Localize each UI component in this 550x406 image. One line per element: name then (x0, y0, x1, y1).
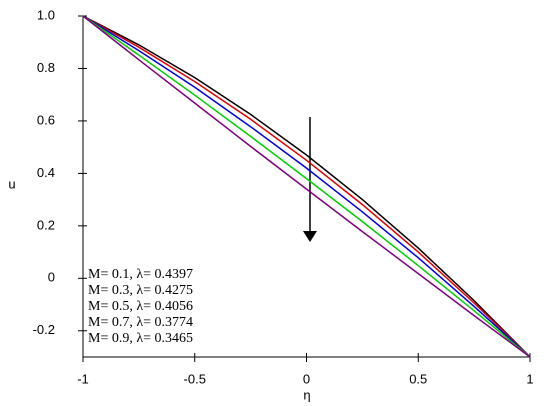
y-axis-label: u (8, 176, 15, 191)
arrow-head (303, 231, 317, 242)
legend-label: M= 0.5, λ= 0.4056 (88, 299, 193, 314)
y-tick-label: 0.4 (37, 165, 55, 180)
y-tick-label: 0.8 (37, 60, 55, 75)
x-tick-label: 0 (303, 371, 310, 386)
legend-label: M= 0.3, λ= 0.4275 (88, 283, 193, 298)
series-line (82, 15, 531, 358)
series-line (82, 15, 531, 358)
x-axis-label: η (303, 387, 310, 402)
x-tick-label: -0.5 (184, 371, 206, 386)
x-tick-label: -1 (77, 371, 89, 386)
y-tick-label: 0.6 (37, 112, 55, 127)
y-tick-label: 0.2 (37, 217, 55, 232)
legend-label: M= 0.1, λ= 0.4397 (88, 267, 193, 282)
legend-label: M= 0.7, λ= 0.3774 (88, 315, 193, 330)
y-tick-label: -0.2 (33, 322, 55, 337)
series-line (82, 15, 531, 358)
x-tick-label: 1 (526, 371, 533, 386)
series-line (82, 15, 531, 358)
y-tick-label: 0 (48, 270, 55, 285)
y-tick-label: 1.0 (37, 7, 55, 22)
legend-label: M= 0.9, λ= 0.3465 (88, 331, 193, 346)
series-line (82, 15, 531, 358)
x-tick-label: 0.5 (409, 371, 427, 386)
